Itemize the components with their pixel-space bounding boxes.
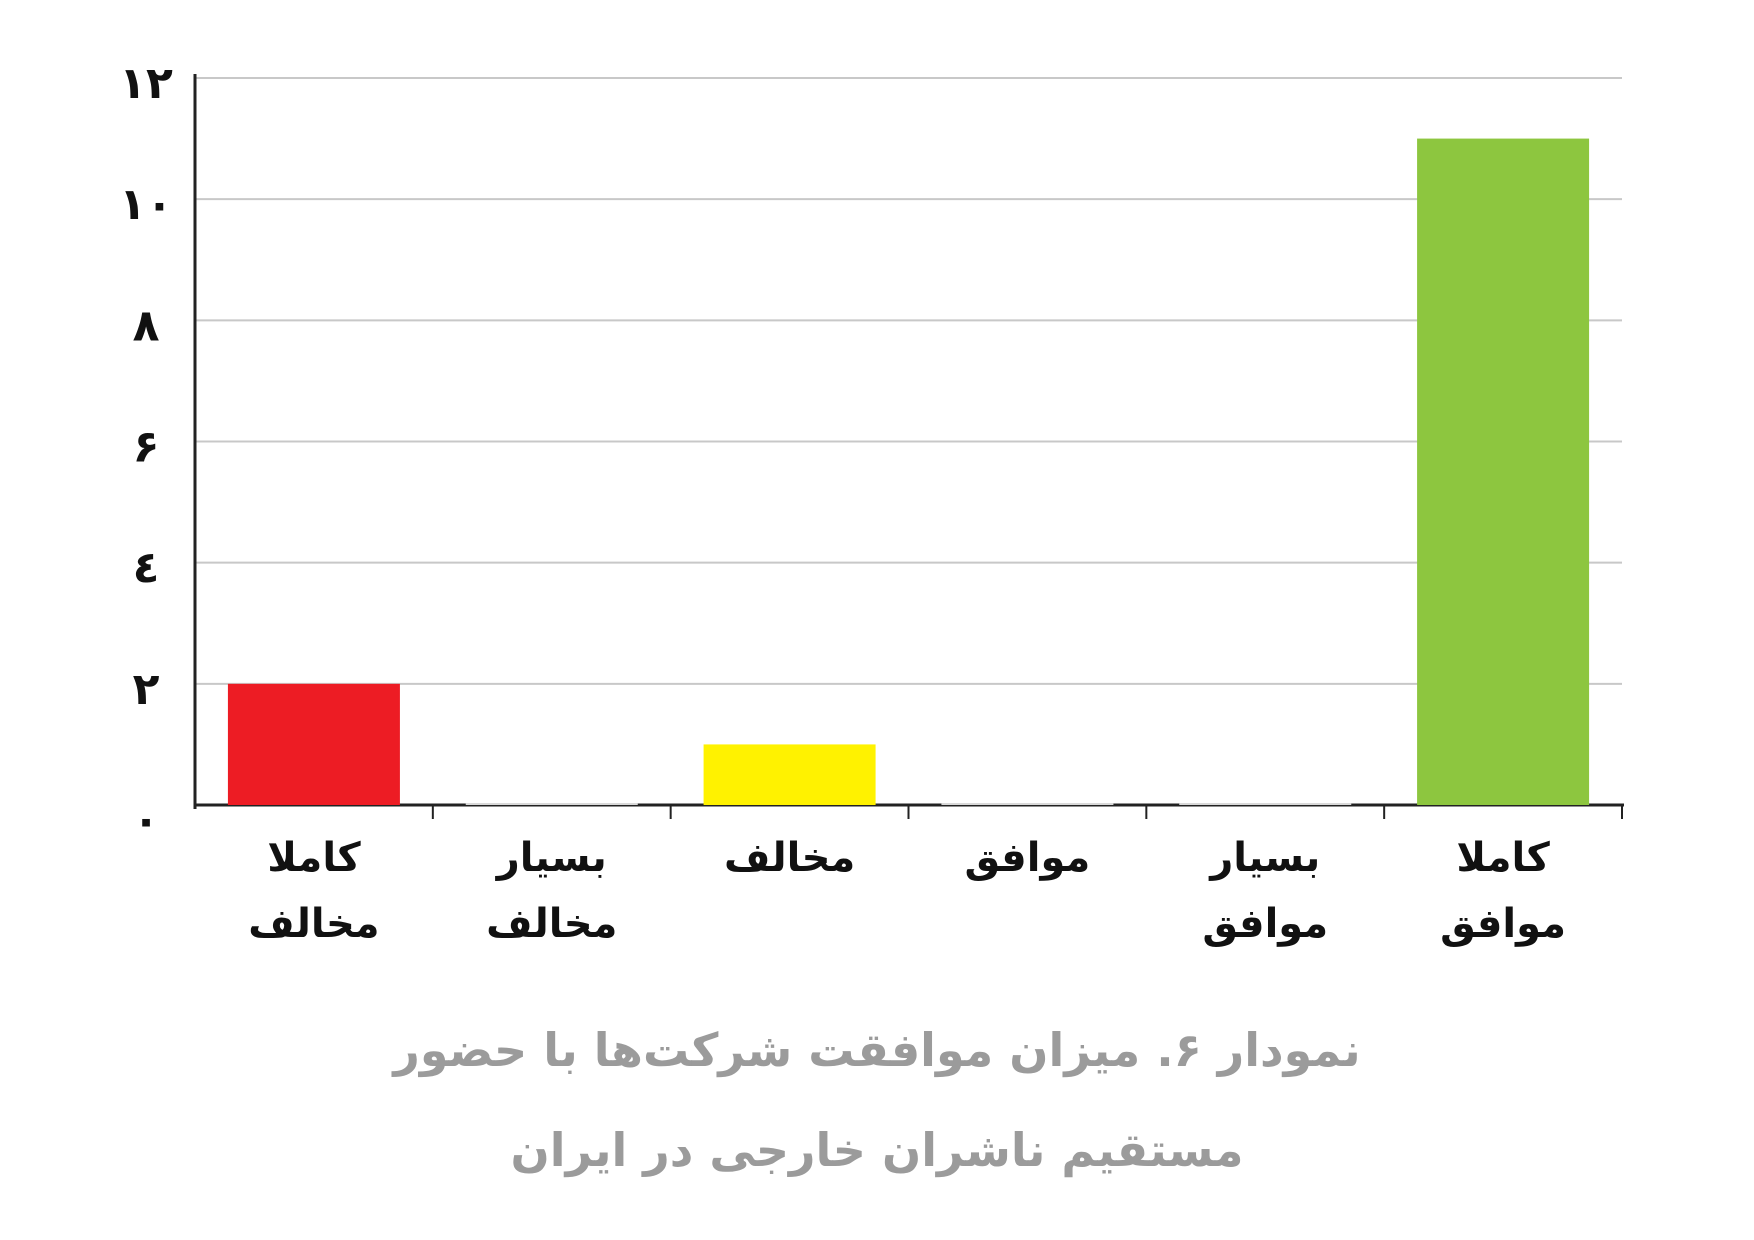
chart-title: نمودار ۶. میزان موافقت شرکت‌ها با حضور م… xyxy=(393,1023,1361,1177)
x-tick-label: کاملا مخالف xyxy=(248,835,380,947)
y-tick-label: ٤ xyxy=(133,543,160,594)
x-tick-label: بسیار مخالف xyxy=(486,835,618,947)
x-tick-label: بسیار موافق xyxy=(1202,835,1329,947)
x-tick-label: مخالف xyxy=(723,835,856,881)
y-tick-label: ۱۲ xyxy=(119,58,173,109)
x-tick-label: موافق xyxy=(964,835,1091,881)
bar xyxy=(465,803,638,805)
y-tick-label: ۰ xyxy=(133,795,160,846)
bar xyxy=(941,803,1114,805)
y-tick-label: ۱۰ xyxy=(119,179,173,230)
bar xyxy=(227,683,400,805)
bar xyxy=(1417,138,1590,806)
bar xyxy=(703,744,876,805)
x-tick-label: کاملا موافق xyxy=(1440,835,1566,947)
y-tick-label: ۲ xyxy=(133,664,160,715)
y-tick-label: ۶ xyxy=(133,422,160,473)
y-tick-label: ۸ xyxy=(133,300,160,351)
bar xyxy=(1179,803,1352,805)
